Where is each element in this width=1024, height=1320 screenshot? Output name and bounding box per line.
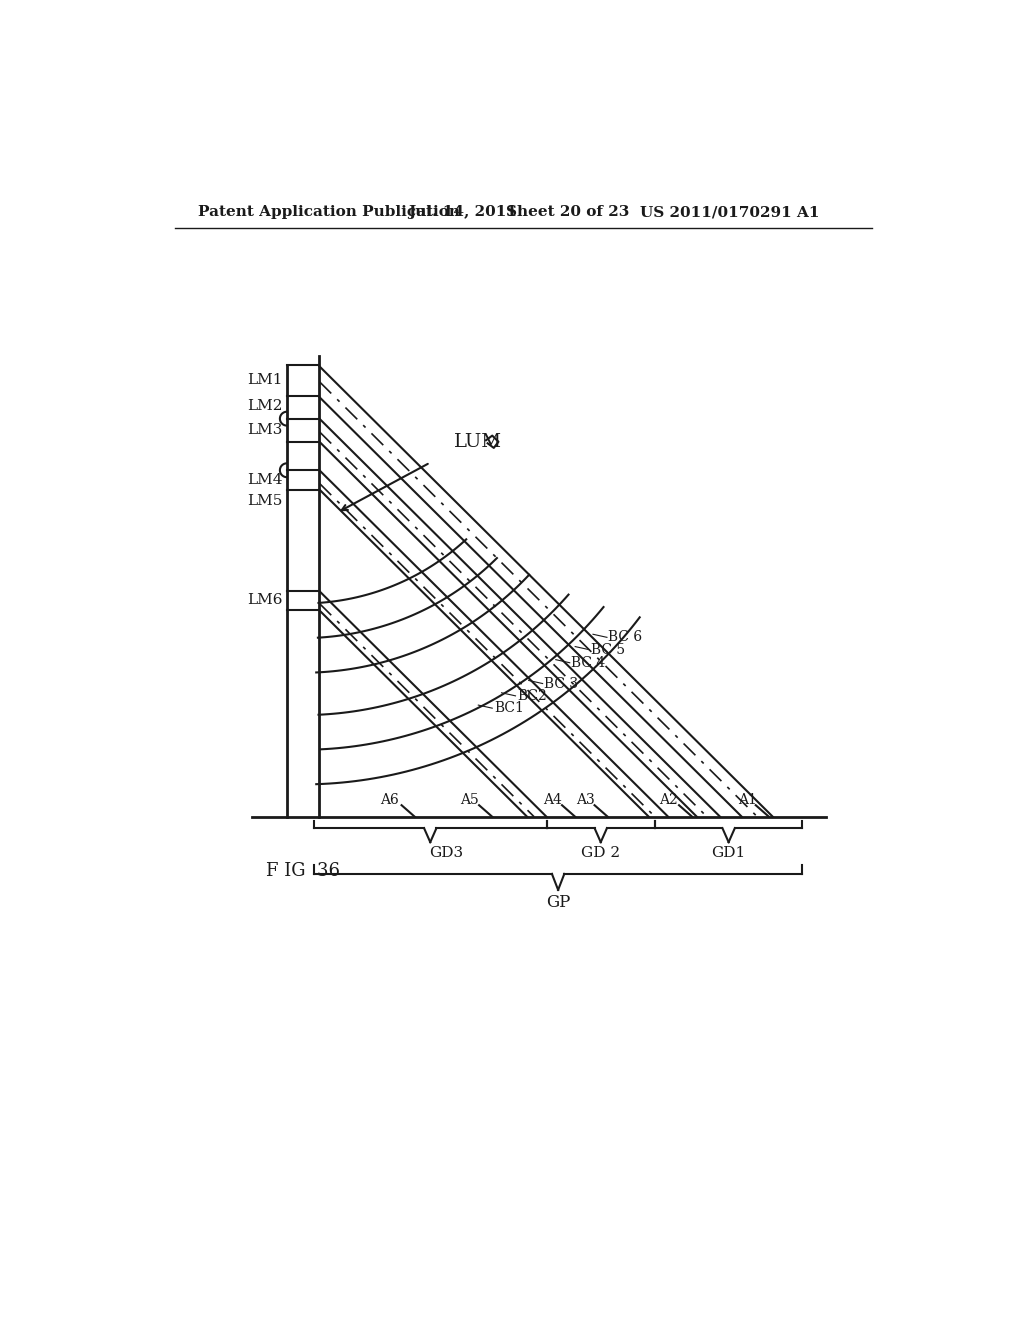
Text: A6: A6	[381, 793, 399, 807]
Text: GD3: GD3	[429, 846, 463, 859]
Text: BC 3: BC 3	[544, 677, 579, 690]
Text: US 2011/0170291 A1: US 2011/0170291 A1	[640, 206, 819, 219]
Text: A3: A3	[575, 793, 595, 807]
Text: Jul. 14, 2011: Jul. 14, 2011	[409, 206, 517, 219]
Text: BC 6: BC 6	[608, 631, 643, 644]
Text: Sheet 20 of 23: Sheet 20 of 23	[506, 206, 630, 219]
Text: LUM: LUM	[454, 433, 502, 450]
Text: A5: A5	[460, 793, 478, 807]
Text: GD1: GD1	[712, 846, 745, 859]
Text: LM1: LM1	[248, 374, 283, 387]
Text: A4: A4	[544, 793, 562, 807]
Text: GP: GP	[546, 894, 570, 911]
Text: LM5: LM5	[248, 494, 283, 508]
Text: Patent Application Publication: Patent Application Publication	[198, 206, 460, 219]
Text: BC 4: BC 4	[571, 656, 605, 669]
Text: BC1: BC1	[494, 701, 523, 715]
Text: A2: A2	[659, 793, 678, 807]
Text: LM3: LM3	[248, 424, 283, 437]
Text: A1: A1	[738, 793, 758, 807]
Text: BC2: BC2	[517, 689, 547, 702]
Text: LM4: LM4	[248, 474, 283, 487]
Text: BC 5: BC 5	[591, 643, 625, 656]
Text: GD 2: GD 2	[582, 846, 621, 859]
Text: F IG  36: F IG 36	[266, 862, 340, 879]
Text: LM2: LM2	[248, 400, 283, 413]
Text: LM6: LM6	[248, 594, 283, 607]
